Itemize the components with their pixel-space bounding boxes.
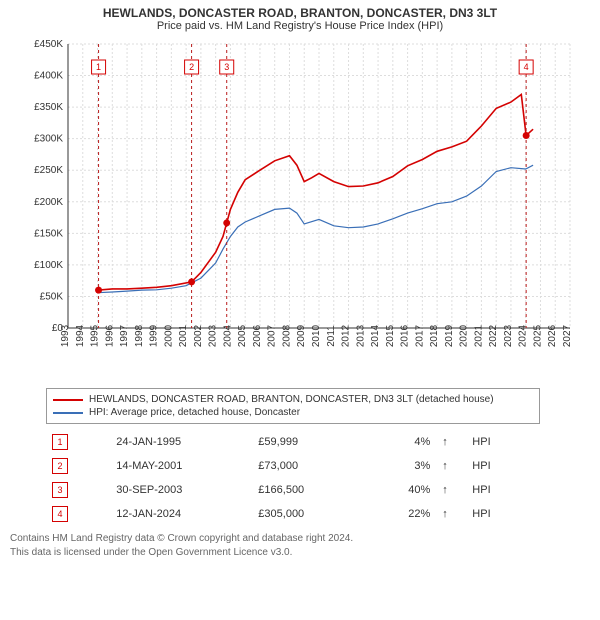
y-tick-label: £200K [34,197,63,208]
transaction-note: HPI [466,430,536,454]
transaction-marker: 3 [52,482,68,498]
transaction-marker: 2 [52,458,68,474]
transaction-date: 14-MAY-2001 [110,454,252,478]
footer-line-1: Contains HM Land Registry data © Crown c… [10,532,590,546]
transaction-marker: 1 [52,434,68,450]
transaction-note: HPI [466,502,536,526]
y-tick-label: £150K [34,228,63,239]
footer-line-2: This data is licensed under the Open Gov… [10,546,590,560]
marker-dot-4 [523,132,530,139]
marker-dot-3 [223,219,230,226]
attribution-footer: Contains HM Land Registry data © Crown c… [10,532,590,559]
transaction-price: £305,000 [252,502,374,526]
legend: HEWLANDS, DONCASTER ROAD, BRANTON, DONCA… [46,388,540,424]
chart-container: £0£50K£100K£150K£200K£250K£300K£350K£400… [20,36,580,386]
arrow-up-icon: ↑ [442,508,448,520]
marker-label-3: 3 [224,62,229,72]
marker-label-4: 4 [524,62,529,72]
series-hpi [98,165,534,293]
y-tick-label: £450K [34,39,63,50]
legend-row: HPI: Average price, detached house, Donc… [53,406,533,419]
y-tick-label: £400K [34,71,63,82]
y-tick-label: £50K [40,291,64,302]
legend-label: HEWLANDS, DONCASTER ROAD, BRANTON, DONCA… [89,394,494,405]
table-row: 4 12-JAN-2024£305,00022% ↑ HPI [46,502,536,526]
marker-dot-2 [188,278,195,285]
y-tick-label: £300K [34,134,63,145]
legend-swatch [53,412,83,414]
transaction-pct: 40% [374,478,436,502]
transaction-pct: 22% [374,502,436,526]
arrow-up-icon: ↑ [442,436,448,448]
legend-row: HEWLANDS, DONCASTER ROAD, BRANTON, DONCA… [53,393,533,406]
transaction-price: £59,999 [252,430,374,454]
transaction-date: 30-SEP-2003 [110,478,252,502]
transaction-date: 12-JAN-2024 [110,502,252,526]
legend-swatch [53,399,83,401]
transaction-pct: 3% [374,454,436,478]
legend-label: HPI: Average price, detached house, Donc… [89,407,300,418]
y-tick-label: £350K [34,102,63,113]
table-row: 3 30-SEP-2003£166,50040% ↑ HPI [46,478,536,502]
table-row: 1 24-JAN-1995£59,9994% ↑ HPI [46,430,536,454]
chart-title: HEWLANDS, DONCASTER ROAD, BRANTON, DONCA… [0,0,600,20]
series-property [99,95,533,291]
marker-label-2: 2 [189,62,194,72]
arrow-up-icon: ↑ [442,484,448,496]
transaction-note: HPI [466,454,536,478]
transaction-price: £166,500 [252,478,374,502]
table-row: 2 14-MAY-2001£73,0003% ↑ HPI [46,454,536,478]
y-tick-label: £100K [34,260,63,271]
y-tick-label: £250K [34,165,63,176]
transactions-table: 1 24-JAN-1995£59,9994% ↑ HPI 2 14-MAY-2001£73… [46,430,536,526]
transaction-date: 24-JAN-1995 [110,430,252,454]
marker-dot-1 [95,287,102,294]
transaction-pct: 4% [374,430,436,454]
price-chart: £0£50K£100K£150K£200K£250K£300K£350K£400… [20,36,580,386]
transaction-price: £73,000 [252,454,374,478]
marker-label-1: 1 [96,62,101,72]
chart-subtitle: Price paid vs. HM Land Registry's House … [0,20,600,36]
transaction-marker: 4 [52,506,68,522]
arrow-up-icon: ↑ [442,460,448,472]
transaction-note: HPI [466,478,536,502]
